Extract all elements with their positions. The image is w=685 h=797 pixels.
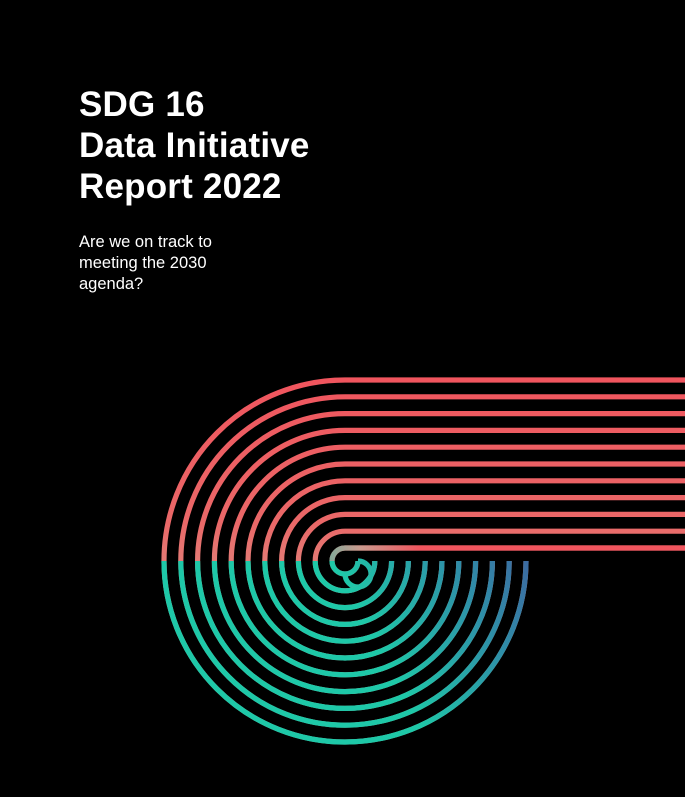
swirl-teal-arc [211, 560, 479, 695]
swirl-teal-arc [279, 560, 411, 628]
swirl-teal-arc [228, 560, 462, 678]
swirl-teal-arc [195, 560, 495, 712]
subtitle-line-1: Are we on track to [79, 233, 212, 251]
title-line-2: Data Initiative [79, 126, 310, 165]
title-line-3: Report 2022 [79, 167, 282, 206]
swirl-outer-ring [211, 427, 685, 695]
swirl-teal-arc [262, 560, 428, 644]
swirl-rings [161, 377, 685, 745]
report-title: SDG 16 Data Initiative Report 2022 [79, 84, 479, 207]
title-line-1: SDG 16 [79, 85, 205, 124]
report-subtitle: Are we on track to meeting the 2030 agen… [79, 232, 319, 295]
swirl-hook [329, 545, 685, 562]
swirl-teal-arc [245, 560, 445, 661]
swirl-teal-arc [329, 560, 361, 577]
swirl-teal-arc [161, 560, 529, 745]
swirl-teal-arc [295, 560, 395, 611]
swirl-teal-arc [178, 560, 512, 728]
subtitle-line-3: agenda? [79, 275, 144, 293]
swirl-teal-arc [312, 560, 378, 594]
subtitle-line-2: meeting the 2030 [79, 254, 207, 272]
